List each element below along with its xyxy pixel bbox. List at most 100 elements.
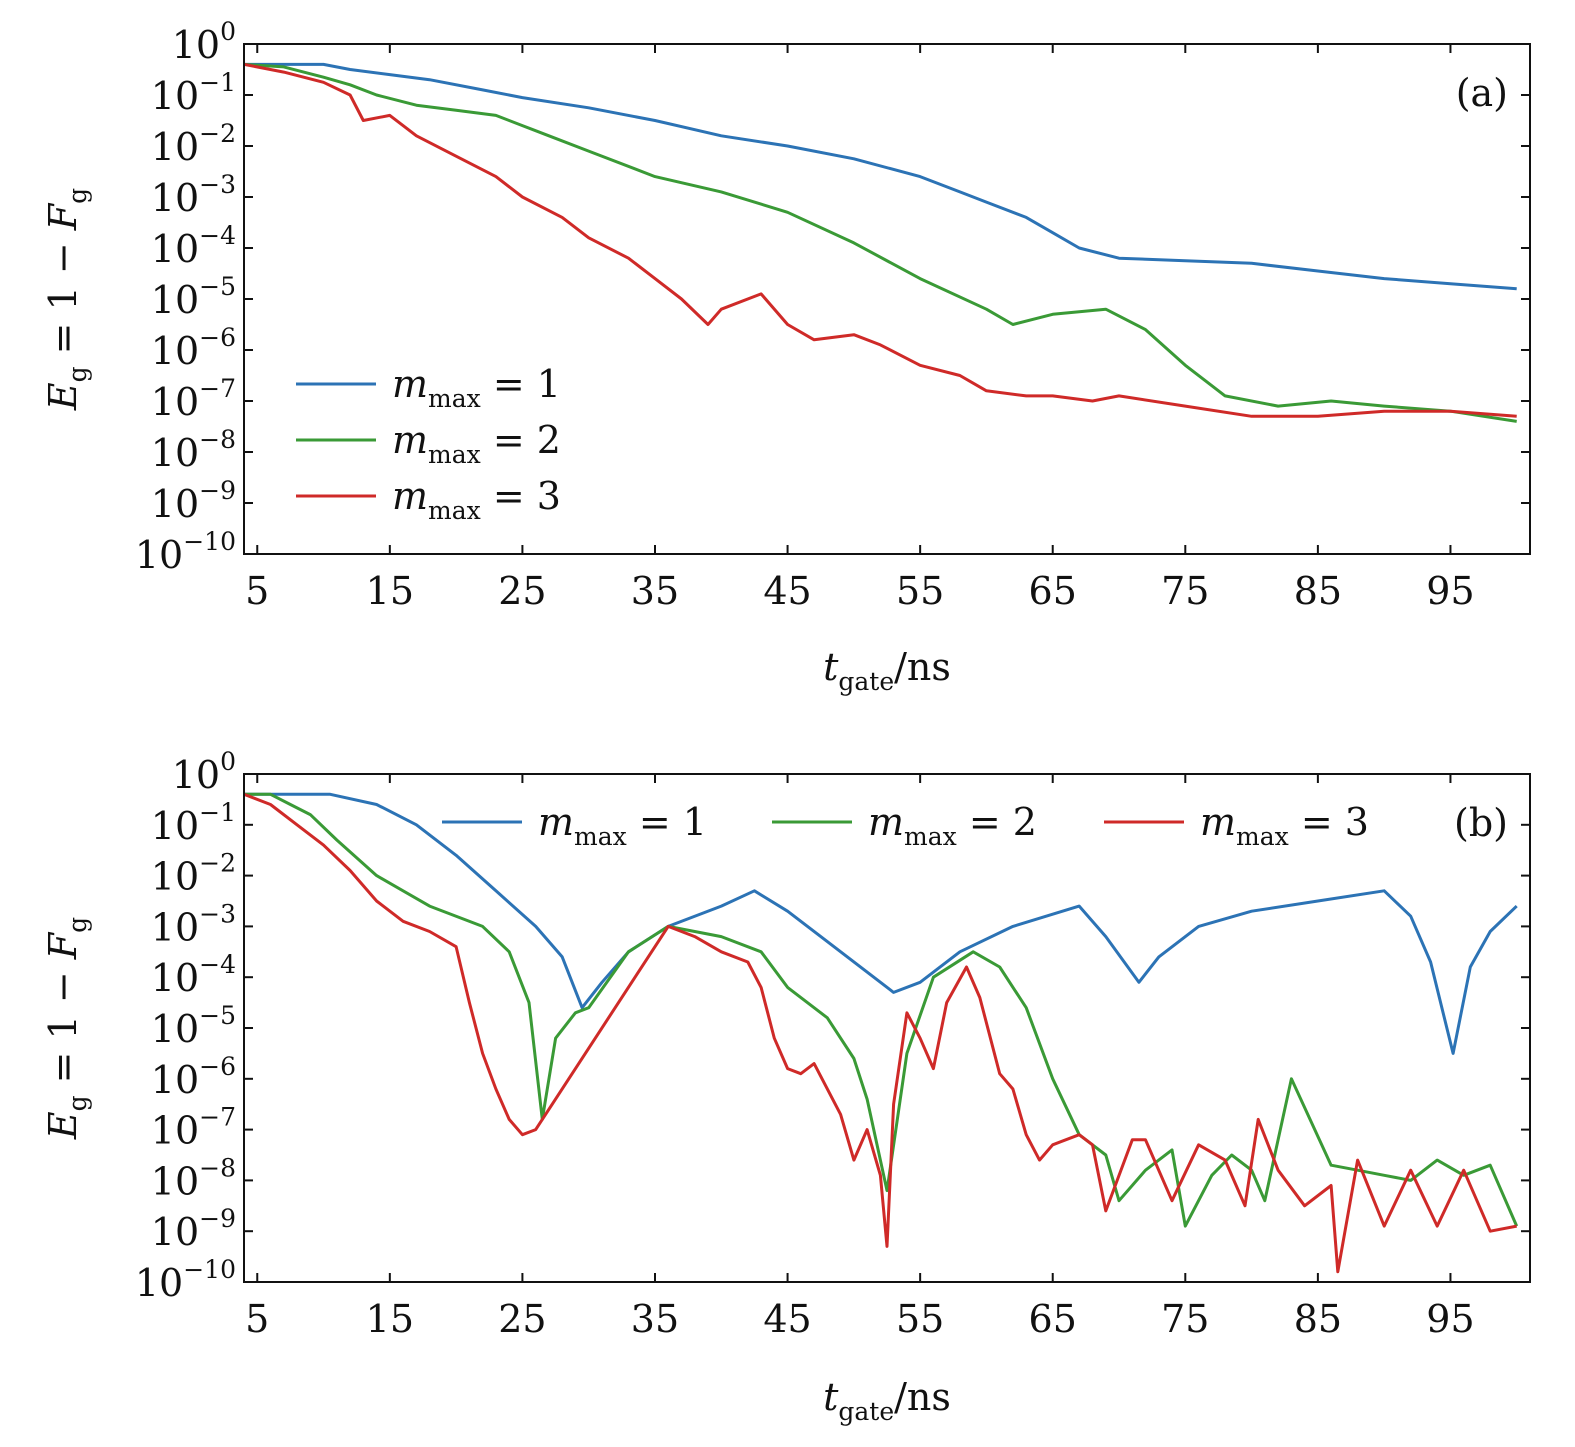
legend-symbol: m [538,800,574,844]
x-tick-label: 35 [631,569,679,613]
y-tick-label: 10−4 [151,221,236,271]
y-tick-base: 10 [151,1159,199,1203]
y-axis-label-main: E [41,1111,85,1140]
plot-frame [243,43,1531,555]
legend-entry-m2: mmax = 2 [868,800,1037,851]
x-axis-label-sub: gate [838,667,894,696]
y-tick-exponent: −1 [199,798,236,827]
x-tick-label: 5 [245,569,269,613]
legend-value: = 1 [627,800,707,844]
y-tick-exponent: −8 [199,1153,236,1182]
y-tick-label: 10−2 [151,119,236,169]
series-line-m2 [244,792,1519,1228]
y-tick-exponent: −7 [199,374,236,403]
panel-label: (a) [1456,71,1508,115]
y-tick-exponent: −5 [199,272,236,301]
y-tick-base: 10 [151,1058,199,1102]
y-tick-base: 10 [151,329,199,373]
legend-subscript: max [428,496,481,525]
x-tick-label: 95 [1426,569,1474,613]
x-tick-label: 15 [366,1297,414,1341]
legend-entry-m1: mmax = 1 [392,362,561,413]
x-tick-label: 95 [1426,1297,1474,1341]
x-axis-label: tgate/ns [823,645,951,696]
y-tick-exponent: −2 [199,849,236,878]
x-tick-label: 25 [498,1297,546,1341]
y-axis-label-main2: F [41,931,85,960]
y-tick-label: 10−10 [135,1255,236,1305]
x-tick-label: 55 [896,569,944,613]
y-axis-label-sub: g [63,1095,92,1111]
x-axis-label-unit: /ns [894,1375,951,1419]
x-axis-label-main: t [823,645,839,689]
x-tick-label: 35 [631,1297,679,1341]
y-axis-label-sub2: g [63,917,92,933]
y-tick-base: 10 [135,533,183,577]
y-tick-exponent: −3 [199,899,236,928]
x-tick-label: 45 [763,569,811,613]
y-axis-label-main: E [41,382,85,411]
series-line-m1 [244,62,1517,291]
x-tick-label: 85 [1294,569,1342,613]
legend-symbol: m [1200,800,1236,844]
y-tick-exponent: −4 [199,950,236,979]
y-axis-label-rest: = 1 − [41,230,85,366]
y-tick-base: 10 [151,278,199,322]
legend-value: = 2 [957,800,1037,844]
plot-frame [243,773,1531,1283]
x-tick-label: 45 [763,1297,811,1341]
y-tick-label: 10−2 [151,849,236,899]
y-tick-exponent: −3 [199,170,236,199]
legend-entry-m3: mmax = 3 [392,474,561,525]
y-tick-exponent: −7 [199,1103,236,1132]
y-tick-exponent: −6 [199,323,236,352]
series-line-m2 [244,62,1517,423]
y-tick-exponent: −10 [183,1255,236,1284]
x-tick-label: 75 [1161,1297,1209,1341]
legend-symbol: m [392,418,428,462]
x-tick-label: 75 [1161,569,1209,613]
y-tick-label: 10−8 [151,1153,236,1203]
legend-entry-m2: mmax = 2 [392,418,561,469]
y-tick-label: 10−1 [151,68,236,118]
y-tick-label: 10−8 [151,425,236,475]
y-tick-label: 10−3 [151,899,236,949]
x-tick-label: 25 [498,569,546,613]
y-tick-base: 10 [151,74,199,118]
y-axis-label-sub2: g [63,188,92,204]
legend-subscript: max [428,440,481,469]
legend-entry-m3: mmax = 3 [1200,800,1369,851]
y-tick-exponent: −9 [199,476,236,505]
y-tick-base: 10 [151,431,199,475]
x-axis-label: tgate/ns [823,1375,951,1426]
legend-value: = 3 [481,474,561,518]
y-tick-label: 100 [172,17,236,67]
legend-symbol: m [392,362,428,406]
y-tick-exponent: 0 [220,747,236,776]
legend-subscript: max [1236,822,1289,851]
legend-value: = 3 [1289,800,1369,844]
y-tick-base: 10 [135,1261,183,1305]
y-tick-base: 10 [151,380,199,424]
y-tick-base: 10 [151,482,199,526]
y-tick-label: 100 [172,747,236,797]
chart-panel-a: 5 15 25 35 45 55 65 75 85 9510010−110−210−310−410… [41,17,1531,696]
y-tick-label: 10−7 [151,374,236,424]
y-tick-label: 10−6 [151,323,236,373]
panel-label: (b) [1454,801,1508,845]
legend-value: = 1 [481,362,561,406]
y-tick-label: 10−9 [151,1204,236,1254]
x-tick-label: 65 [1029,1297,1077,1341]
y-tick-base: 10 [151,227,199,271]
y-axis-label-main2: F [41,202,85,231]
series-line-m1 [244,792,1518,1055]
series-line-m3 [244,62,1517,418]
x-tick-label: 65 [1029,569,1077,613]
legend-subscript: max [904,822,957,851]
x-tick-label: 55 [896,1297,944,1341]
y-tick-base: 10 [172,23,220,67]
legend-symbol: m [392,474,428,518]
